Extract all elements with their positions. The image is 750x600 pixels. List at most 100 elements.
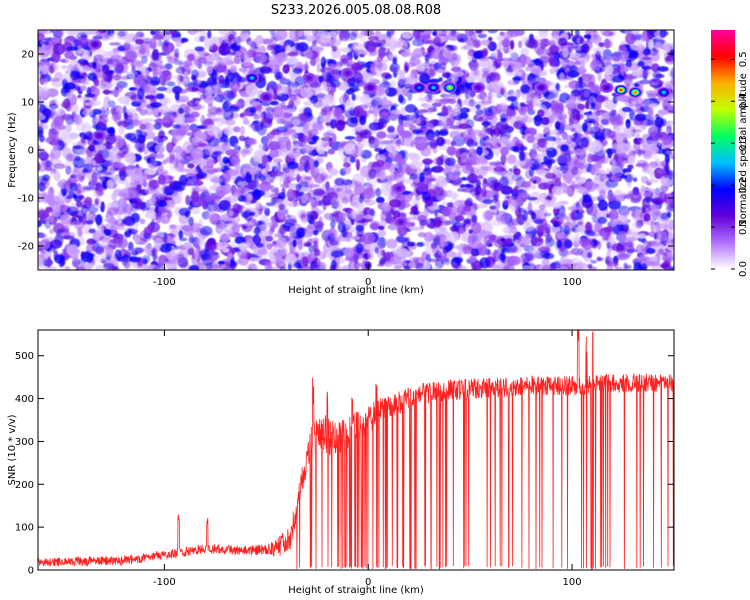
heatmap-cell xyxy=(118,192,126,197)
heatmap-cell xyxy=(535,163,544,169)
heatmap-cell xyxy=(570,247,581,255)
heatmap-cell xyxy=(101,149,110,159)
heatmap-cell xyxy=(554,177,562,188)
heatmap-cell xyxy=(62,235,75,240)
heatmap-cell xyxy=(462,245,473,255)
heatmap-cell xyxy=(142,254,151,264)
heatmap-cell xyxy=(47,197,56,207)
heatmap-cell xyxy=(518,207,525,214)
heatmap-cell xyxy=(579,169,584,174)
heatmap-cell xyxy=(670,77,674,86)
heatmap-cell xyxy=(178,95,190,103)
heatmap-cell xyxy=(150,30,156,35)
heatmap-cell xyxy=(463,205,472,212)
heatmap-cell xyxy=(206,210,218,222)
heatmap-cell xyxy=(598,42,605,48)
heatmap-cell xyxy=(275,30,288,41)
heatmap-cell xyxy=(150,218,156,231)
heatmap-cell xyxy=(109,225,119,231)
heatmap-cell xyxy=(501,248,512,254)
heatmap-cell xyxy=(100,159,114,167)
heatmap-cell xyxy=(363,187,376,199)
heatmap-cell xyxy=(147,146,155,153)
heatmap-cell xyxy=(594,123,605,134)
heatmap-cell xyxy=(66,46,79,52)
heatmap-cell xyxy=(529,149,537,158)
heatmap-cell xyxy=(319,31,332,44)
heatmap-cell xyxy=(53,116,64,128)
heatmap-cell xyxy=(313,160,320,168)
heatmap-cell xyxy=(514,159,526,167)
heatmap-cell xyxy=(451,59,459,68)
heatmap-cell xyxy=(389,40,396,53)
heatmap-cell xyxy=(509,39,515,50)
heatmap-cell xyxy=(640,213,651,222)
heatmap-cell xyxy=(164,63,173,70)
heatmap-cell xyxy=(320,42,332,47)
heatmap-cell xyxy=(494,145,501,157)
heatmap-cell xyxy=(418,267,428,270)
heatmap-cell xyxy=(335,119,346,132)
heatmap-cell xyxy=(86,156,92,165)
heatmap-cell xyxy=(664,153,670,164)
heatmap-cell xyxy=(486,65,497,74)
heatmap-cell xyxy=(262,46,268,54)
heatmap-cell xyxy=(38,90,49,98)
heatmap-cell xyxy=(269,54,278,66)
heatmap-cell xyxy=(139,123,147,130)
heatmap-cell xyxy=(185,105,191,115)
heatmap-cell xyxy=(392,56,398,65)
heatmap-cell xyxy=(446,231,459,243)
heatmap-cell xyxy=(353,181,363,187)
heatmap-cell xyxy=(53,163,66,170)
heatmap-cell xyxy=(420,116,429,123)
heatmap-cell xyxy=(431,165,444,173)
heatmap-cell xyxy=(108,167,115,178)
heatmap-cell xyxy=(469,254,477,263)
heatmap-cell xyxy=(550,226,560,234)
heatmap-cell xyxy=(669,266,674,270)
heatmap-cell xyxy=(535,169,547,176)
heatmap-cell xyxy=(441,104,447,115)
heatmap-cell xyxy=(500,87,505,96)
heatmap-cell xyxy=(367,250,374,261)
heatmap-cell xyxy=(549,219,558,224)
heatmap-cell xyxy=(320,106,334,112)
heatmap-cell xyxy=(154,210,163,219)
heatmap-cell xyxy=(491,198,499,203)
heatmap-cell xyxy=(69,70,81,81)
heatmap-cell xyxy=(136,74,144,80)
heatmap-cell xyxy=(627,164,634,170)
heatmap-cell xyxy=(38,209,50,219)
heatmap-cell xyxy=(447,34,460,41)
heatmap-cell xyxy=(222,248,230,253)
heatmap-cell xyxy=(312,188,325,196)
heatmap-cell xyxy=(87,72,98,81)
heatmap-cell xyxy=(151,64,162,76)
heatmap-cell xyxy=(578,76,583,84)
heatmap-cell xyxy=(143,226,153,237)
heatmap-cell xyxy=(350,49,355,54)
heatmap-cell xyxy=(450,113,455,126)
heatmap-cell xyxy=(436,195,445,201)
heatmap-cell xyxy=(38,129,44,138)
heatmap-cell xyxy=(477,133,487,138)
heatmap-cell xyxy=(501,38,511,48)
heatmap-cell xyxy=(578,82,584,91)
heatmap-cell xyxy=(648,256,658,262)
heatmap-cell xyxy=(171,148,184,154)
heatmap-cell xyxy=(101,180,108,192)
heatmap-cell xyxy=(445,138,451,146)
heatmap-cell xyxy=(341,196,349,205)
heatmap-cell xyxy=(448,219,460,225)
heatmap-cell xyxy=(252,188,262,201)
heatmap-cell xyxy=(479,257,491,269)
heatmap-cell xyxy=(61,113,73,121)
heatmap-cell xyxy=(520,146,528,151)
heatmap-cell xyxy=(502,226,514,235)
heatmap-cell xyxy=(470,248,480,257)
heatmap-cell xyxy=(668,219,674,231)
heatmap-cell xyxy=(415,193,421,201)
heatmap-cell xyxy=(493,239,507,248)
heatmap-cell xyxy=(554,120,561,131)
